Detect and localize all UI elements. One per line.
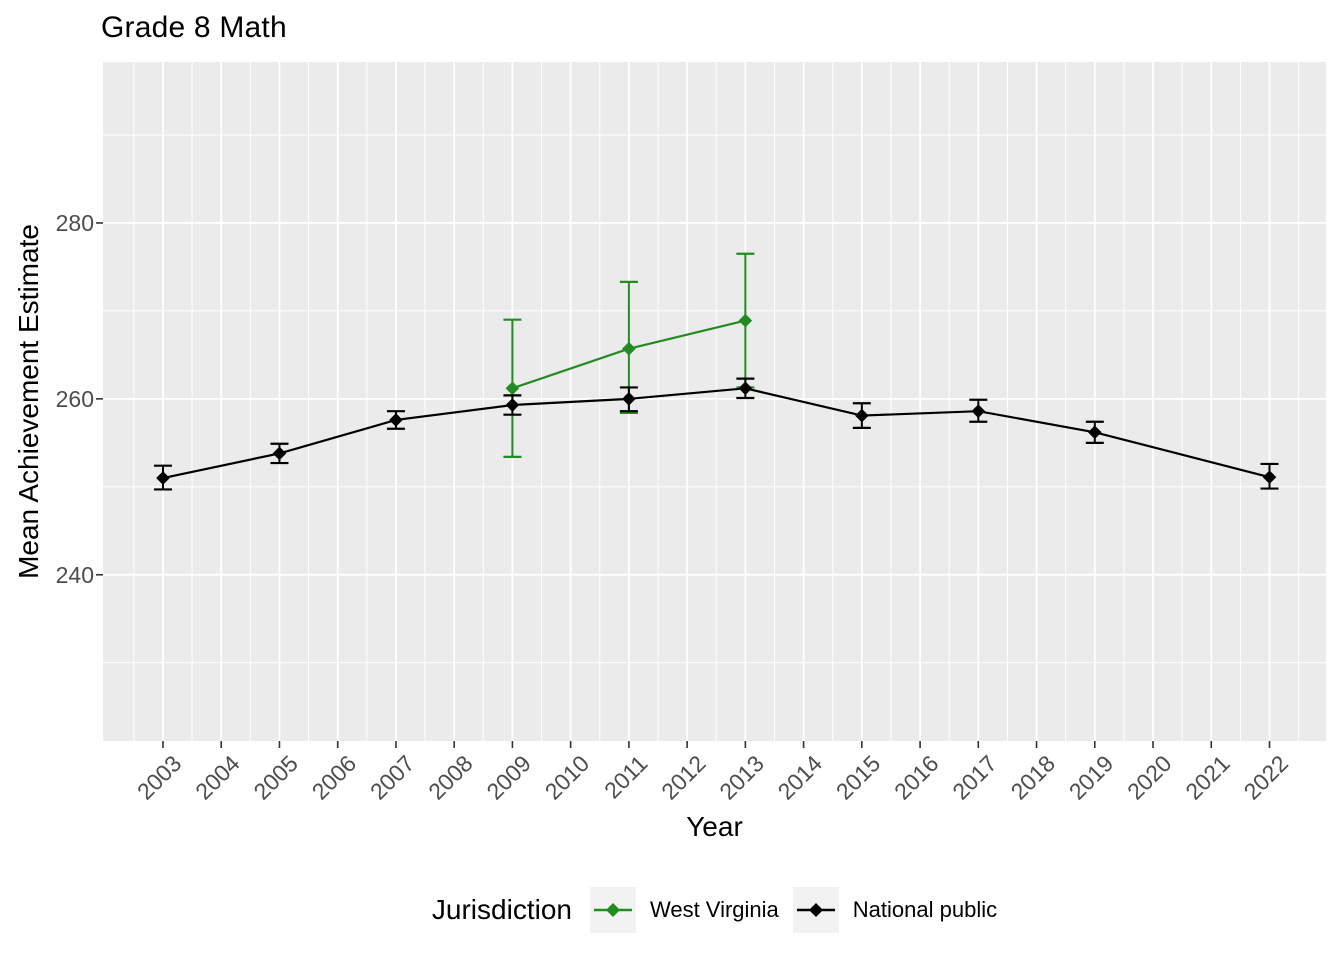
legend-item-national-public: National public xyxy=(792,887,998,933)
series-line xyxy=(162,387,1270,480)
data-point-diamond xyxy=(738,381,753,396)
x-tick-label: 2011 xyxy=(599,750,652,803)
y-tick-label: 240 xyxy=(56,562,94,588)
x-tick-label: 2016 xyxy=(889,750,944,805)
legend-label-west-virginia: West Virginia xyxy=(649,897,779,922)
gridlines xyxy=(103,62,1326,741)
plot-title: Grade 8 Math xyxy=(101,11,287,44)
data-point-diamond xyxy=(389,413,403,427)
x-tick-label: 2015 xyxy=(831,750,886,805)
x-tick-label: 2007 xyxy=(365,750,420,805)
legend-key-national-public-icon xyxy=(792,887,839,933)
legend-key-glyph xyxy=(796,903,835,917)
legend-item-west-virginia: West Virginia xyxy=(589,887,779,933)
panel-background xyxy=(103,62,1326,741)
x-tick-label: 2004 xyxy=(190,750,245,805)
data-point-diamond xyxy=(622,341,636,356)
y-axis: 240 260 280 xyxy=(56,210,103,588)
data-point-diamond xyxy=(505,398,520,412)
legend-label-national-public: National public xyxy=(852,897,998,922)
x-tick-label: 2003 xyxy=(132,750,187,805)
data-point-diamond xyxy=(738,313,753,328)
x-axis-title: Year xyxy=(686,811,743,842)
x-tick-label: 2012 xyxy=(656,750,711,805)
x-tick-label: 2017 xyxy=(947,750,1002,805)
x-tick-label: 2005 xyxy=(248,750,303,805)
y-tick-label: 260 xyxy=(56,386,94,412)
x-tick-label: 2008 xyxy=(423,750,478,805)
x-tick-label: 2014 xyxy=(773,750,828,805)
x-tick-label: 2010 xyxy=(540,750,595,805)
data-point-diamond xyxy=(1087,425,1102,440)
y-tick-label: 280 xyxy=(56,210,94,236)
x-tick-label: 2006 xyxy=(307,750,362,805)
data-point-diamond xyxy=(156,471,170,485)
data-point-diamond xyxy=(505,381,520,396)
x-tick-label: 2019 xyxy=(1064,750,1119,805)
legend: Jurisdiction West Virginia National publ… xyxy=(103,882,1326,938)
data-point-diamond xyxy=(971,404,986,418)
data-point-diamond xyxy=(622,392,636,406)
x-tick-label: 2018 xyxy=(1006,750,1061,805)
series-national-public xyxy=(153,377,1279,491)
data-point-diamond xyxy=(272,446,287,461)
legend-key-west-virginia-icon xyxy=(589,887,636,933)
data-point-diamond xyxy=(855,408,869,423)
x-tick-label: 2022 xyxy=(1238,750,1293,805)
x-tick-label: 2021 xyxy=(1180,750,1235,805)
x-tick-label: 2013 xyxy=(714,750,769,805)
legend-title: Jurisdiction xyxy=(431,894,572,925)
x-tick-label: 2009 xyxy=(481,750,536,805)
x-axis: 2003 2004 2005 2006 2007 2008 2009 2010 2011 2012… xyxy=(132,741,1293,805)
legend-key-glyph xyxy=(593,903,632,917)
y-axis-title: Mean Achievement Estimate xyxy=(13,224,44,579)
series-west-virginia xyxy=(503,252,755,459)
x-tick-label: 2020 xyxy=(1122,750,1177,805)
data-point-diamond xyxy=(1262,470,1277,484)
